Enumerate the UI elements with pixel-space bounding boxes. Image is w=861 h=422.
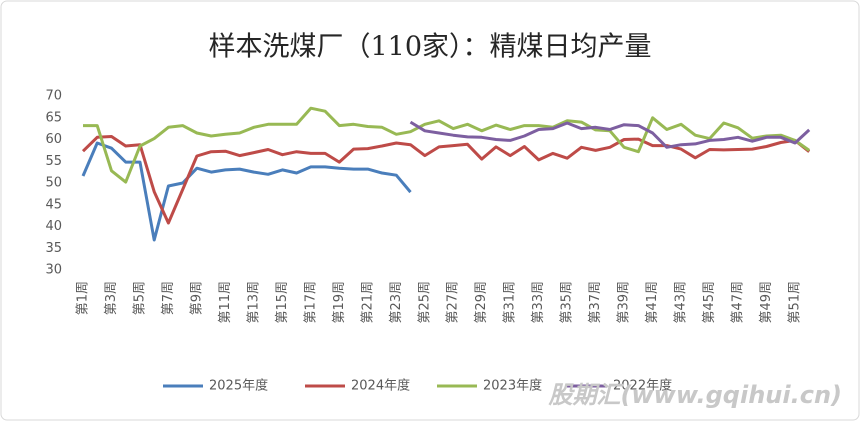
x-tick-label: 第51周 xyxy=(788,281,803,324)
x-tick-label: 第19周 xyxy=(332,281,347,324)
y-tick-label: 70 xyxy=(45,89,62,104)
x-tick-label: 第33周 xyxy=(531,281,546,324)
x-tick-label: 第9周 xyxy=(189,281,204,315)
x-tick-label: 第21周 xyxy=(360,281,375,324)
x-tick-label: 第17周 xyxy=(303,281,318,324)
series-line xyxy=(409,120,811,149)
series-line xyxy=(83,106,811,184)
x-tick-label: 第47周 xyxy=(731,281,746,324)
x-tick-label: 第39周 xyxy=(617,281,632,324)
y-tick-label: 45 xyxy=(45,197,62,212)
x-tick-label: 第45周 xyxy=(702,281,717,324)
legend-label: 2023年度 xyxy=(483,378,542,394)
x-tick-label: 第25周 xyxy=(417,281,432,324)
y-tick-label: 30 xyxy=(45,263,62,278)
legend-label: 2025年度 xyxy=(209,378,268,394)
x-tick-label: 第1周 xyxy=(76,281,91,315)
x-tick-label: 第35周 xyxy=(560,281,575,324)
y-tick-label: 60 xyxy=(45,132,62,147)
legend-label: 2022年度 xyxy=(613,378,672,394)
watermark: 股期汇(www.gqihui.cn) xyxy=(548,381,842,409)
series-line xyxy=(81,141,412,242)
x-tick-label: 第5周 xyxy=(132,281,147,315)
y-tick-label: 40 xyxy=(45,219,62,234)
x-tick-label: 第13周 xyxy=(246,281,261,324)
x-tick-label: 第27周 xyxy=(446,281,461,324)
legend-label: 2024年度 xyxy=(351,378,410,394)
x-tick-label: 第7周 xyxy=(161,281,176,315)
y-tick-label: 35 xyxy=(45,241,62,256)
x-tick-label: 第37周 xyxy=(588,281,603,324)
series-line xyxy=(81,135,811,225)
x-tick-label: 第15周 xyxy=(275,281,290,324)
y-tick-label: 55 xyxy=(45,154,62,169)
x-tick-label: 第23周 xyxy=(389,281,404,324)
chart-title: 样本洗煤厂（110家）：精煤日均产量 xyxy=(208,32,651,63)
y-tick-label: 50 xyxy=(45,176,62,191)
x-tick-label: 第41周 xyxy=(645,281,660,324)
x-tick-label: 第3周 xyxy=(104,281,119,315)
x-tick-label: 第11周 xyxy=(218,281,233,324)
x-tick-label: 第29周 xyxy=(474,281,489,324)
y-tick-label: 65 xyxy=(45,110,62,125)
x-tick-label: 第31周 xyxy=(503,281,518,324)
x-tick-label: 第49周 xyxy=(759,281,774,324)
x-tick-label: 第43周 xyxy=(674,281,689,324)
